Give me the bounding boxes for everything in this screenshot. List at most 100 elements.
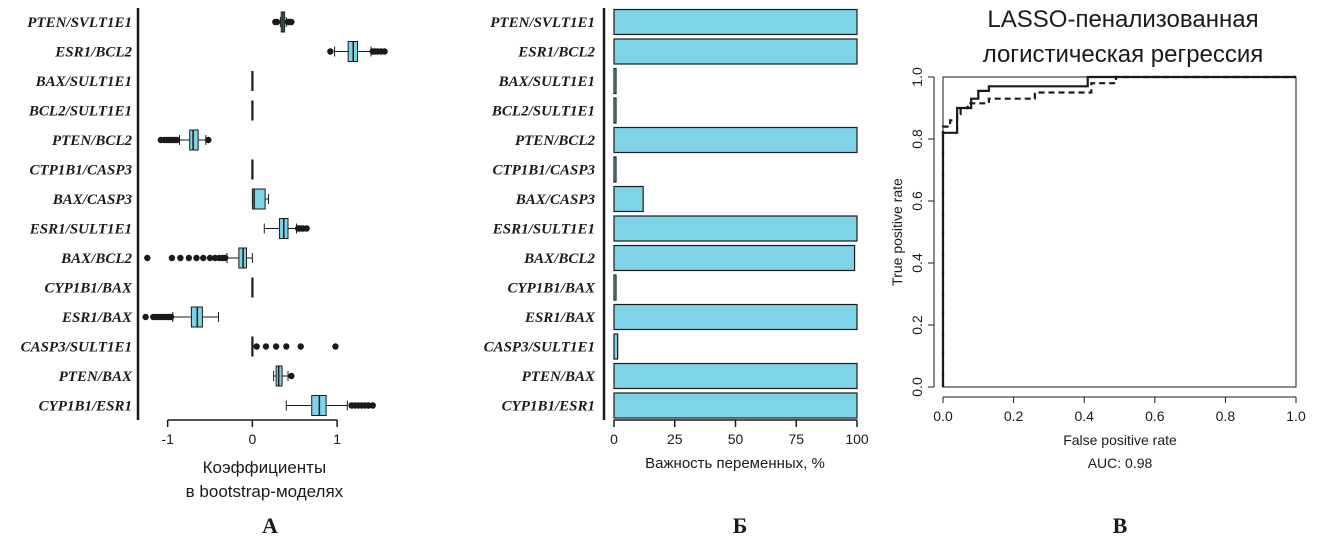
outlier-point bbox=[303, 225, 310, 232]
outlier-point bbox=[297, 343, 304, 350]
box-row-1 bbox=[327, 41, 388, 62]
row-label-2: BAX/SULT1E1 bbox=[35, 74, 132, 90]
row-label-5: CTP1B1/CASP3 bbox=[492, 163, 595, 179]
y-tick-label-2: 0.4 bbox=[909, 253, 925, 273]
x-tick-label-3: 0.6 bbox=[1145, 408, 1165, 424]
x-tick-label-2: 50 bbox=[728, 431, 744, 447]
row-label-3: BCL2/SULT1E1 bbox=[491, 104, 595, 120]
box-iqr bbox=[189, 129, 199, 151]
x-tick-label-4: 100 bbox=[845, 431, 869, 447]
roc-curve-solid bbox=[941, 75, 1296, 387]
panel-b-barchart: PTEN/SVLT1E1 ESR1/BCL2 BAX/SULT1E1 BCL2/SUL… bbox=[484, 8, 869, 537]
panel-b-xlabel: Важность переменных, % bbox=[645, 455, 825, 472]
row-label-4: PTEN/BCL2 bbox=[52, 133, 133, 149]
y-tick-label-0: 0.0 bbox=[909, 377, 925, 397]
outlier-point bbox=[327, 48, 334, 55]
row-label-13: CYP1B1/ESR1 bbox=[39, 399, 132, 415]
panel-c-plot-area bbox=[941, 75, 1296, 387]
row-label-4: PTEN/BCL2 bbox=[515, 133, 596, 149]
outlier-point bbox=[185, 254, 193, 262]
outlier-point bbox=[200, 254, 207, 262]
panel-c-title-line2: логистическая регрессия bbox=[983, 41, 1264, 68]
panel-a-xlabel-line2: в bootstrap-моделях bbox=[186, 482, 344, 501]
outlier-point bbox=[168, 254, 176, 262]
row-label-8: BAX/BCL2 bbox=[523, 251, 595, 267]
bar-7 bbox=[613, 215, 858, 242]
outlier-point bbox=[332, 343, 339, 350]
outlier-point bbox=[173, 136, 181, 144]
outlier-point bbox=[288, 372, 295, 380]
panel-b-letter: Б bbox=[733, 513, 748, 537]
panel-a-x-axis: -1 0 1 bbox=[136, 8, 341, 447]
row-label-1: ESR1/BCL2 bbox=[517, 45, 595, 61]
bar-10 bbox=[613, 303, 858, 331]
panel-c-ylabel: True positive rate bbox=[889, 178, 905, 286]
x-tick-label-3: 75 bbox=[788, 431, 804, 447]
panel-c-roc: LASSO-пенализованная логистическая регре… bbox=[889, 6, 1306, 537]
row-label-5: CTP1B1/CASP3 bbox=[29, 163, 132, 179]
row-label-6: BAX/CASP3 bbox=[52, 192, 133, 208]
y-tick-label-1: 0.2 bbox=[909, 315, 925, 335]
bar-3 bbox=[613, 97, 617, 124]
panel-c-plot-frame bbox=[942, 76, 1297, 388]
row-label-12: PTEN/BAX bbox=[522, 369, 596, 385]
panel-a-plot-area bbox=[142, 11, 388, 416]
x-tick-label-2: 1 bbox=[333, 431, 341, 447]
panel-a-boxplot: PTEN/SVLT1E1 ESR1/BCL2 BAX/SULT1E1 BCL2/SUL… bbox=[21, 8, 388, 537]
outlier-point bbox=[206, 254, 214, 262]
row-label-0: PTEN/SVLT1E1 bbox=[490, 15, 595, 31]
row-label-3: BCL2/SULT1E1 bbox=[28, 104, 132, 120]
outlier-point bbox=[222, 254, 229, 262]
outlier-point bbox=[381, 48, 388, 55]
panel-c-axes: 0.0 0.2 0.4 0.6 0.8 1.0 0.0 0.2 0.4 0.6 0.8 1.0 bbox=[909, 67, 1306, 424]
row-label-1: ESR1/BCL2 bbox=[54, 45, 132, 61]
box-row-10 bbox=[142, 306, 220, 328]
bar-13 bbox=[613, 392, 858, 419]
panel-a-letter: А bbox=[262, 513, 278, 537]
box-row-0 bbox=[272, 11, 295, 33]
panel-b-row-labels: PTEN/SVLT1E1 ESR1/BCL2 BAX/SULT1E1 BCL2/SUL… bbox=[484, 15, 596, 415]
bar-11 bbox=[613, 333, 619, 360]
y-tick-label-3: 0.6 bbox=[909, 191, 925, 211]
bar-0 bbox=[613, 8, 858, 36]
box-row-13 bbox=[285, 395, 376, 416]
box-row-8 bbox=[144, 247, 253, 269]
bar-2 bbox=[613, 67, 617, 95]
outlier-point bbox=[205, 136, 212, 144]
bar-9 bbox=[613, 274, 617, 301]
panel-c-letter: В bbox=[1113, 513, 1128, 537]
row-label-0: PTEN/SVLT1E1 bbox=[27, 15, 132, 31]
x-tick-label-1: 0.2 bbox=[1004, 408, 1024, 424]
bar-8 bbox=[613, 244, 856, 272]
outlier-point bbox=[288, 18, 295, 26]
bar-6 bbox=[613, 185, 644, 213]
y-tick-label-5: 1.0 bbox=[909, 67, 925, 87]
outlier-point bbox=[253, 343, 260, 350]
box-row-7 bbox=[263, 218, 310, 239]
bar-4 bbox=[613, 126, 858, 154]
y-tick-label-4: 0.8 bbox=[909, 129, 925, 149]
roc-curve-dashed bbox=[941, 75, 1296, 387]
x-tick-label-0: 0.0 bbox=[933, 408, 953, 424]
panel-c-title-line1: LASSO-пенализованная bbox=[987, 6, 1258, 33]
box-row-11 bbox=[251, 336, 339, 357]
outlier-point bbox=[262, 343, 270, 350]
panel-a-row-labels: PTEN/SVLT1E1 ESR1/BCL2 BAX/SULT1E1 BCL2/SUL… bbox=[21, 15, 133, 415]
row-label-8: BAX/BCL2 bbox=[60, 251, 132, 267]
panel-c-auc-annotation: AUC: 0.98 bbox=[1088, 455, 1153, 471]
x-tick-label-5: 1.0 bbox=[1286, 408, 1306, 424]
row-label-7: ESR1/SULT1E1 bbox=[29, 222, 132, 238]
outlier-point bbox=[193, 254, 200, 262]
panel-b-plot-area bbox=[613, 8, 858, 419]
outlier-point bbox=[273, 18, 281, 26]
row-label-12: PTEN/BAX bbox=[59, 369, 133, 385]
x-tick-label-0: 0 bbox=[610, 431, 618, 447]
panel-b-x-axis: 0 25 50 75 100 bbox=[602, 8, 869, 447]
x-tick-label-1: 25 bbox=[667, 431, 683, 447]
box-row-12 bbox=[273, 365, 295, 387]
row-label-13: CYP1B1/ESR1 bbox=[502, 399, 595, 415]
box-row-6 bbox=[251, 188, 270, 210]
row-label-10: ESR1/BAX bbox=[524, 310, 596, 326]
bar-5 bbox=[613, 156, 617, 183]
